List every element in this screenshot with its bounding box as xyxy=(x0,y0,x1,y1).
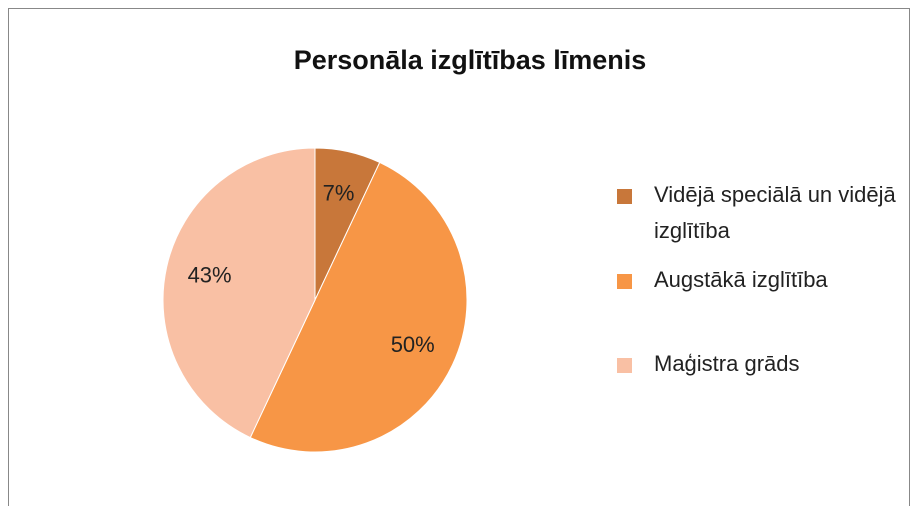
pie-slice xyxy=(162,147,316,439)
legend-item: Maģistra grāds xyxy=(617,351,899,382)
data-label: 7% xyxy=(323,180,355,205)
legend-swatch xyxy=(617,358,632,373)
data-label: 50% xyxy=(391,332,435,357)
legend-swatch xyxy=(617,274,632,289)
legend-label: Maģistra grāds xyxy=(654,351,800,376)
chart-title: Personāla izglītības līmenis xyxy=(294,45,647,75)
legend-swatch xyxy=(617,189,632,204)
pie-slice xyxy=(249,161,468,453)
legend-label: Vidējā speciālā un vidējā izglītība xyxy=(654,182,896,243)
legend-item: Vidējā speciālā un vidējā izglītība xyxy=(617,182,899,249)
legend-item: Augstākā izglītība xyxy=(617,267,899,298)
data-label: 43% xyxy=(188,262,232,287)
legend-label: Augstākā izglītība xyxy=(654,267,828,292)
